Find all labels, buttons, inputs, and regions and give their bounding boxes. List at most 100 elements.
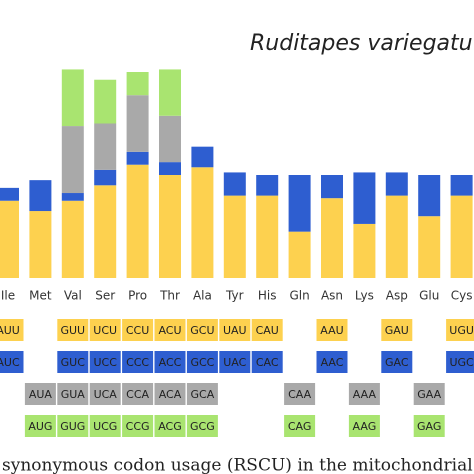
codon-box	[24, 383, 56, 405]
bar-segment	[61, 69, 84, 127]
codon-label: ACU	[158, 324, 181, 337]
x-tick-label: Met	[29, 289, 52, 303]
codon-box	[413, 383, 445, 405]
bar-segment	[94, 169, 117, 186]
codon-label: UGC	[449, 356, 474, 369]
bar-segment	[29, 211, 52, 278]
bar-segment	[126, 164, 149, 278]
codon-box	[316, 319, 348, 341]
codon-label: GAA	[417, 388, 441, 401]
bar-segment	[418, 216, 441, 278]
x-tick-label: His	[258, 289, 277, 303]
codon-label: GUU	[60, 324, 85, 337]
bar-segment	[94, 79, 117, 124]
codon-box	[89, 351, 121, 373]
codon-box	[154, 383, 186, 405]
codon-box	[89, 415, 121, 437]
x-tick-label: Tyr	[225, 289, 244, 303]
bar-segment	[159, 175, 181, 278]
bar-segment	[256, 195, 279, 278]
codon-label: AUA	[29, 388, 53, 401]
bar-segment	[450, 175, 473, 196]
codon-box	[186, 415, 218, 437]
codon-label: GAU	[385, 324, 409, 337]
codon-label: GUA	[61, 388, 86, 401]
codon-label: AUC	[0, 356, 20, 369]
codon-box	[251, 319, 283, 341]
bar-segment	[223, 195, 246, 278]
codon-label: CAC	[256, 356, 279, 369]
codon-box	[57, 319, 89, 341]
x-tick-label: Cys	[451, 289, 473, 303]
codon-box	[348, 415, 380, 437]
bar-segment	[126, 95, 149, 152]
codon-label: ACC	[159, 356, 182, 369]
codon-label: AAU	[320, 324, 343, 337]
codon-label: UGU	[449, 324, 474, 337]
codon-box	[186, 319, 218, 341]
bar-segment	[418, 175, 441, 217]
x-tick-label: Pro	[128, 289, 147, 303]
bar-segment	[256, 175, 279, 196]
bar-segment	[159, 162, 181, 175]
codon-label: UAU	[223, 324, 247, 337]
bar-segment	[94, 185, 117, 278]
bar-segment	[385, 195, 408, 278]
x-tick-label: Lys	[355, 289, 374, 303]
codon-box	[57, 383, 89, 405]
caption: synonymous codon usage (RSCU) in the mit…	[2, 456, 473, 474]
x-tick-label: Glu	[419, 289, 439, 303]
codon-box	[154, 351, 186, 373]
codon-box	[284, 383, 316, 405]
codon-box	[89, 319, 121, 341]
codon-box	[0, 319, 24, 341]
codon-label: GUG	[60, 420, 85, 433]
bar-segment	[0, 200, 19, 278]
codon-box	[186, 383, 218, 405]
codon-label: GUC	[61, 356, 86, 369]
codon-box	[154, 415, 186, 437]
x-tick-label: Gln	[289, 289, 309, 303]
codon-label: UAC	[223, 356, 246, 369]
codon-label: UCA	[94, 388, 118, 401]
codon-label: GAC	[385, 356, 409, 369]
codon-label: AAA	[353, 388, 377, 401]
bar-segment	[288, 175, 311, 232]
codon-box	[122, 319, 154, 341]
codon-box	[413, 415, 445, 437]
codon-label: GCC	[190, 356, 214, 369]
x-tick-label: Ala	[193, 289, 212, 303]
chart-title: Ruditapes variegatu	[250, 31, 473, 56]
codon-box	[284, 415, 316, 437]
codon-label: ACA	[159, 388, 182, 401]
bar-segment	[321, 175, 343, 199]
bar-segment	[126, 72, 149, 96]
x-tick-label: Ile	[1, 289, 15, 303]
codon-label: AUG	[28, 420, 52, 433]
codon-box	[0, 351, 24, 373]
codon-box	[57, 351, 89, 373]
codon-label: CAA	[288, 388, 312, 401]
codon-label: ACG	[158, 420, 182, 433]
codon-box	[381, 351, 413, 373]
codon-box	[316, 351, 348, 373]
codon-label: AUU	[0, 324, 20, 337]
bar-segment	[0, 187, 19, 201]
bar-segment	[94, 123, 117, 170]
codon-label: CCU	[126, 324, 149, 337]
codon-label: UCU	[93, 324, 117, 337]
codon-box	[122, 351, 154, 373]
codon-box	[446, 319, 474, 341]
bar-segment	[191, 167, 214, 278]
codon-label: AAC	[321, 356, 344, 369]
bar-segment	[61, 200, 84, 278]
codon-box	[219, 319, 251, 341]
codon-box	[57, 415, 89, 437]
codon-box	[89, 383, 121, 405]
codon-label: GCU	[190, 324, 214, 337]
codon-label: CAG	[288, 420, 312, 433]
codon-label: UCC	[93, 356, 117, 369]
codon-label: CCG	[126, 420, 150, 433]
codon-box	[251, 351, 283, 373]
